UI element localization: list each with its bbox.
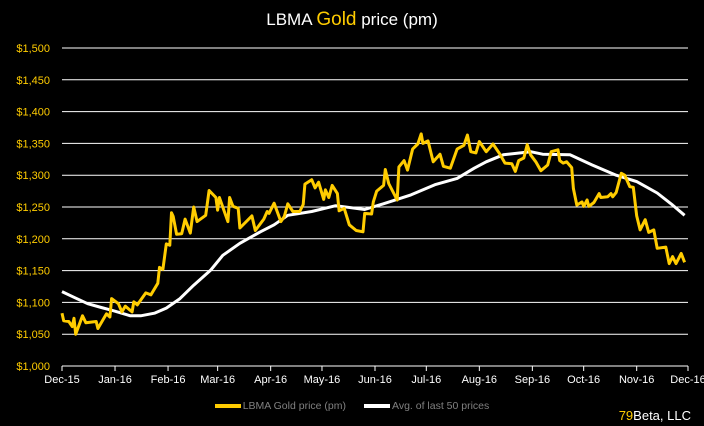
y-tick-label: $1,400 <box>16 107 50 119</box>
legend-label-avg: Avg. of last 50 prices <box>392 400 490 412</box>
y-tick-label: $1,350 <box>16 138 50 150</box>
y-tick-label: $1,200 <box>16 234 50 246</box>
legend: LBMA Gold price (pm) Avg. of last 50 pri… <box>0 400 704 412</box>
x-tick-label: Jun-16 <box>358 374 392 386</box>
legend-item-gold: LBMA Gold price (pm) <box>214 400 346 412</box>
footer-credit: 79Beta, LLC <box>619 408 691 423</box>
y-tick-label: $1,250 <box>16 202 50 214</box>
y-tick-label: $1,100 <box>16 297 50 309</box>
x-tick-label: Jul-16 <box>411 374 441 386</box>
x-tick-label: Feb-16 <box>151 374 186 386</box>
footer-rest: Beta, LLC <box>633 408 691 423</box>
series-line-gold-price <box>60 132 687 336</box>
y-tick-label: $1,150 <box>16 266 50 278</box>
chart-title: LBMA Gold price (pm) <box>0 9 704 31</box>
x-tick-label: May-16 <box>304 374 341 386</box>
y-tick-label: $1,450 <box>16 75 50 87</box>
y-tick-label: $1,050 <box>16 329 50 341</box>
x-tick-label: Dec-15 <box>44 374 79 386</box>
x-tick-label: Apr-16 <box>254 374 287 386</box>
title-suffix: price (pm) <box>356 10 438 29</box>
x-tick-label: Sep-16 <box>515 374 550 386</box>
series-line-50-avg <box>61 150 686 318</box>
x-tick-label: Aug-16 <box>462 374 497 386</box>
x-tick-label: Jan-16 <box>98 374 132 386</box>
x-tick-label: Nov-16 <box>619 374 654 386</box>
x-tick-label: Oct-16 <box>567 374 600 386</box>
y-tick-label: $1,000 <box>16 361 50 373</box>
title-highlight: Gold <box>316 9 357 30</box>
title-prefix: LBMA <box>266 10 317 29</box>
legend-label-gold: LBMA Gold price (pm) <box>242 400 346 412</box>
footer-highlight: 79 <box>618 408 634 423</box>
y-tick-label: $1,300 <box>16 170 50 182</box>
x-tick-label: Dec-16 <box>670 374 704 386</box>
legend-swatch-gold <box>214 404 241 408</box>
y-tick-label: $1,500 <box>16 43 50 55</box>
legend-swatch-avg <box>364 404 390 408</box>
x-tick-label: Mar-16 <box>200 374 235 386</box>
legend-item-avg: Avg. of last 50 prices <box>364 400 489 412</box>
